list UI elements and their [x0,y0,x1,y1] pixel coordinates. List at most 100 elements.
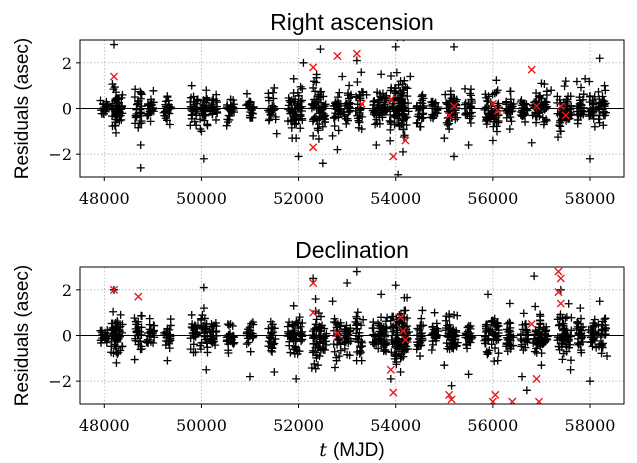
flagged-residual-point [493,106,502,115]
residual-point [312,70,321,79]
residual-point [189,92,198,101]
x-tick-label: 54000 [370,189,421,208]
residual-point [380,107,389,116]
residual-point [536,319,545,328]
residual-point [572,77,581,86]
x-axis-label: t (MJD) [319,439,384,461]
residual-point [362,90,371,99]
residual-point [187,81,196,90]
residual-point [387,72,396,81]
residual-point [292,134,301,143]
residual-point [379,347,388,356]
residual-point [199,283,208,292]
flagged-residual-point [357,99,366,109]
residual-point [585,92,594,101]
residual-point [345,351,354,360]
residual-point [309,83,318,92]
residual-point [146,106,155,115]
residual-point [531,108,540,117]
residual-point [134,97,143,106]
x-tick-label: 48000 [79,416,130,435]
flagged-residual-point [309,308,318,317]
residual-point [165,120,174,129]
residual-point [440,134,449,143]
flagged-residual-point [445,111,454,120]
residual-point [566,365,575,374]
residual-point [560,333,569,342]
residual-point [331,318,340,327]
residual-point [507,117,516,126]
residual-point [318,105,327,114]
residual-point [589,321,598,330]
residual-point [359,315,368,324]
residual-point [502,97,511,106]
residual-point [429,331,438,340]
residual-point [493,86,502,95]
residual-point [447,381,456,390]
residual-point [314,361,322,370]
flagged-residual-point [556,299,565,308]
residual-point [590,336,599,345]
residual-point [270,339,279,348]
y-tick-label: 2 [62,281,72,300]
residual-point [291,95,300,104]
residual-point [245,102,254,111]
residual-point [412,345,421,354]
residual-point [418,99,427,108]
residual-point [318,344,327,353]
residual-point [315,337,324,346]
residual-point [322,340,331,349]
residual-point [295,313,304,322]
residual-point [198,311,207,320]
x-tick-label: 50000 [176,416,227,435]
residual-point [521,319,530,328]
residual-point [116,346,125,355]
residual-point [270,368,279,377]
residual-point [145,332,154,341]
residual-point [292,374,301,383]
residual-point [316,45,325,54]
residual-point [322,329,331,338]
flagged-residual-point [309,63,318,72]
residual-point [484,334,493,343]
residual-point [202,365,211,374]
residual-point [334,106,343,115]
residual-point [340,333,349,342]
residual-point [442,98,451,107]
residual-point [309,274,318,283]
residual-point [332,356,341,365]
residual-point [506,107,515,116]
residual-point [594,329,603,338]
residual-point [336,346,345,355]
residual-point [200,116,209,125]
residual-point [560,82,569,91]
residual-point [226,95,235,104]
residual-point [242,329,251,338]
residual-point [391,281,400,290]
y-axis-label: Residuals (asec) [12,265,33,407]
residual-point [487,340,496,349]
residual-point [463,334,472,343]
residual-point [353,77,362,86]
residual-point [483,114,492,123]
residual-point [357,68,366,77]
residual-point [489,317,498,326]
residual-point [290,349,299,358]
residual-point [375,119,384,128]
residual-point [353,308,362,317]
residual-point [289,74,298,83]
residual-point [163,324,172,333]
residual-point [590,122,599,131]
residual-point [353,347,362,356]
residual-point [264,116,273,125]
residual-point [603,352,611,361]
residual-point [289,326,298,335]
residual-point [130,314,139,323]
residual-point [598,343,607,352]
residual-point [118,320,127,329]
residual-point [330,121,339,130]
residual-point [427,330,436,339]
residual-point [391,83,400,92]
flagged-residual-point [386,365,395,374]
